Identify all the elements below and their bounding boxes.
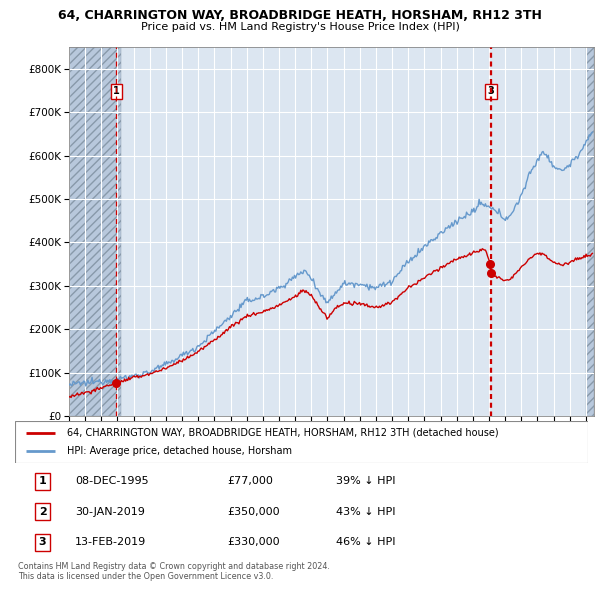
Text: £77,000: £77,000 xyxy=(227,476,273,486)
Bar xyxy=(69,47,121,416)
Text: 1: 1 xyxy=(38,476,46,486)
Text: 64, CHARRINGTON WAY, BROADBRIDGE HEATH, HORSHAM, RH12 3TH (detached house): 64, CHARRINGTON WAY, BROADBRIDGE HEATH, … xyxy=(67,428,498,438)
Text: 1: 1 xyxy=(113,87,120,96)
Text: Price paid vs. HM Land Registry's House Price Index (HPI): Price paid vs. HM Land Registry's House … xyxy=(140,22,460,32)
Text: 46% ↓ HPI: 46% ↓ HPI xyxy=(336,537,395,548)
Text: £330,000: £330,000 xyxy=(227,537,280,548)
Text: 3: 3 xyxy=(38,537,46,548)
Text: 2: 2 xyxy=(38,507,46,517)
Text: Contains HM Land Registry data © Crown copyright and database right 2024.
This d: Contains HM Land Registry data © Crown c… xyxy=(18,562,330,581)
Text: 64, CHARRINGTON WAY, BROADBRIDGE HEATH, HORSHAM, RH12 3TH: 64, CHARRINGTON WAY, BROADBRIDGE HEATH, … xyxy=(58,9,542,22)
Bar xyxy=(586,47,594,416)
Text: HPI: Average price, detached house, Horsham: HPI: Average price, detached house, Hors… xyxy=(67,446,292,456)
Text: 3: 3 xyxy=(488,87,494,96)
Text: £350,000: £350,000 xyxy=(227,507,280,517)
Text: 39% ↓ HPI: 39% ↓ HPI xyxy=(336,476,395,486)
Text: 13-FEB-2019: 13-FEB-2019 xyxy=(75,537,146,548)
Text: 30-JAN-2019: 30-JAN-2019 xyxy=(75,507,145,517)
Text: 08-DEC-1995: 08-DEC-1995 xyxy=(75,476,149,486)
Text: 43% ↓ HPI: 43% ↓ HPI xyxy=(336,507,395,517)
